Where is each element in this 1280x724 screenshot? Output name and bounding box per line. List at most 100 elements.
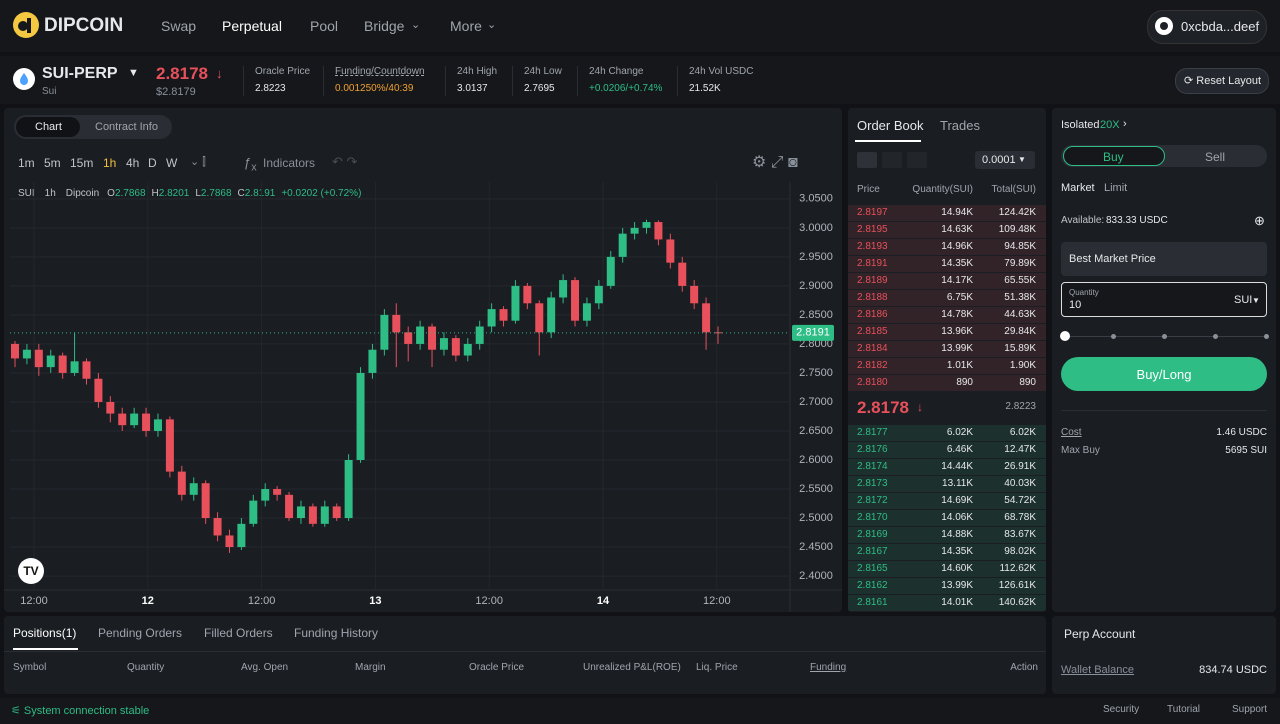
precision-caret[interactable]: ▼ — [1018, 155, 1026, 164]
ob-cell: 14.69K — [941, 495, 973, 506]
max-label: Max Buy — [1061, 445, 1100, 456]
footer-link[interactable]: Support — [1232, 704, 1268, 715]
footer-link[interactable]: Tutorial — [1167, 704, 1200, 715]
interval-caret[interactable]: ⌄ ⫿ — [190, 156, 206, 168]
interval[interactable]: 5m — [44, 156, 61, 170]
slider-dot[interactable] — [1111, 334, 1116, 339]
side[interactable]: Buy — [1103, 150, 1124, 164]
ob-price[interactable]: 2.8184 — [857, 343, 888, 354]
ob-tab[interactable]: Order Book — [857, 118, 924, 133]
nav-item[interactable]: Perpetual — [222, 18, 282, 34]
ob-row-bg — [848, 273, 1046, 289]
interval[interactable]: 1h — [103, 156, 117, 170]
ob-row-bg — [848, 239, 1046, 255]
ob-view-toggle[interactable] — [907, 152, 927, 168]
ob-price[interactable]: 2.8193 — [857, 241, 888, 252]
ob-view-toggle[interactable] — [857, 152, 877, 168]
slider-dot[interactable] — [1213, 334, 1218, 339]
price-mode: Best Market Price — [1069, 253, 1156, 265]
ob-price[interactable]: 2.8195 — [857, 224, 888, 235]
legend-interval: 1h — [44, 188, 56, 199]
ob-price[interactable]: 2.8170 — [857, 512, 888, 523]
ob-price[interactable]: 2.8174 — [857, 461, 888, 472]
chart-tab[interactable]: Chart — [35, 121, 62, 133]
submit-button[interactable] — [1061, 357, 1267, 391]
margin-mode[interactable]: Isolated — [1061, 119, 1100, 131]
legend-l: 2.7868 — [200, 188, 232, 199]
nav-caret[interactable]: ⌄ — [411, 19, 421, 31]
chart-tab[interactable]: Contract Info — [95, 121, 158, 133]
ob-view-toggle[interactable] — [882, 152, 902, 168]
ob-price[interactable]: 2.8189 — [857, 275, 888, 286]
footer-link[interactable]: Security — [1103, 704, 1140, 715]
ob-price[interactable]: 2.8185 — [857, 326, 888, 337]
candle-body — [285, 494, 294, 519]
ob-price[interactable]: 2.8162 — [857, 580, 888, 591]
tv-logo[interactable]: TV — [18, 558, 44, 584]
ob-tab[interactable]: Trades — [940, 118, 980, 133]
slider-dot[interactable] — [1060, 331, 1070, 341]
interval[interactable]: D — [148, 156, 157, 170]
quantity-box[interactable] — [1061, 282, 1267, 317]
order-type[interactable]: Limit — [1104, 182, 1128, 194]
position-tab[interactable]: Filled Orders — [204, 626, 273, 640]
stat-label: 24h Low — [524, 66, 562, 77]
ob-price[interactable]: 2.8191 — [857, 258, 888, 269]
precision[interactable]: 0.0001 — [982, 154, 1016, 166]
candle-body — [547, 297, 556, 333]
candle-body — [46, 355, 55, 368]
slider-dot[interactable] — [1162, 334, 1167, 339]
quantity[interactable]: 10 — [1069, 299, 1082, 311]
interval[interactable]: 15m — [70, 156, 94, 170]
ob-price[interactable]: 2.8188 — [857, 292, 888, 303]
side[interactable]: Sell — [1205, 150, 1226, 164]
position-tab[interactable]: Pending Orders — [98, 626, 183, 640]
y-tick-label: 2.7500 — [799, 367, 833, 379]
ob-price[interactable]: 2.8161 — [857, 597, 888, 608]
order-type[interactable]: Market — [1061, 182, 1095, 194]
nav-item[interactable]: Pool — [310, 18, 339, 34]
precision-select[interactable] — [975, 151, 1035, 169]
indicators[interactable]: Indicators — [263, 156, 316, 170]
position-tab[interactable]: Positions(1) — [13, 626, 77, 640]
candle-body — [416, 326, 425, 344]
interval[interactable]: W — [166, 156, 178, 170]
position-tab[interactable]: Funding History — [294, 626, 379, 640]
stat-value: 2.7695 — [524, 83, 555, 94]
symbol[interactable]: SUI-PERP — [42, 65, 118, 82]
slider-dot[interactable] — [1264, 334, 1269, 339]
symbol-caret[interactable]: ▼ — [128, 67, 139, 79]
ob-price[interactable]: 2.8180 — [857, 377, 888, 388]
indicators-icon[interactable]: ƒx — [244, 155, 257, 174]
chart-tools[interactable]: ⚙ ⤢ ◙ — [752, 154, 798, 171]
unit[interactable]: SUI — [1234, 294, 1253, 306]
ob-price[interactable]: 2.8172 — [857, 495, 888, 506]
deposit-icon[interactable]: ⊕ — [1254, 213, 1265, 228]
ob-cell: 26.91K — [1004, 461, 1036, 472]
column-header: Margin — [355, 662, 386, 673]
legend-c: 2.8191 — [244, 188, 276, 199]
legend-symbol: SUI — [18, 188, 35, 199]
ob-price[interactable]: 2.8176 — [857, 444, 888, 455]
reset-button[interactable] — [1175, 68, 1269, 94]
leverage[interactable]: 20X — [1100, 119, 1120, 131]
nav-item[interactable]: More — [450, 18, 482, 34]
price-mode-box[interactable] — [1061, 242, 1267, 276]
y-tick-label: 3.0000 — [799, 222, 833, 234]
nav-caret[interactable]: ⌄ — [487, 19, 497, 31]
interval[interactable]: 4h — [126, 156, 140, 170]
nav-item[interactable]: Bridge — [364, 18, 405, 34]
ob-price[interactable]: 2.8186 — [857, 309, 888, 320]
ob-price[interactable]: 2.8169 — [857, 529, 888, 540]
ob-price[interactable]: 2.8173 — [857, 478, 888, 489]
ob-price[interactable]: 2.8167 — [857, 546, 888, 557]
nav-item[interactable]: Swap — [161, 18, 197, 34]
y-tick-label: 3.0500 — [799, 193, 833, 205]
undo-redo[interactable]: ↶ ↷ — [332, 154, 358, 169]
ob-price[interactable]: 2.8177 — [857, 427, 888, 438]
candle-body — [666, 239, 675, 263]
interval[interactable]: 1m — [18, 156, 35, 170]
ob-price[interactable]: 2.8197 — [857, 207, 888, 218]
ob-price[interactable]: 2.8182 — [857, 360, 888, 371]
ob-price[interactable]: 2.8165 — [857, 563, 888, 574]
